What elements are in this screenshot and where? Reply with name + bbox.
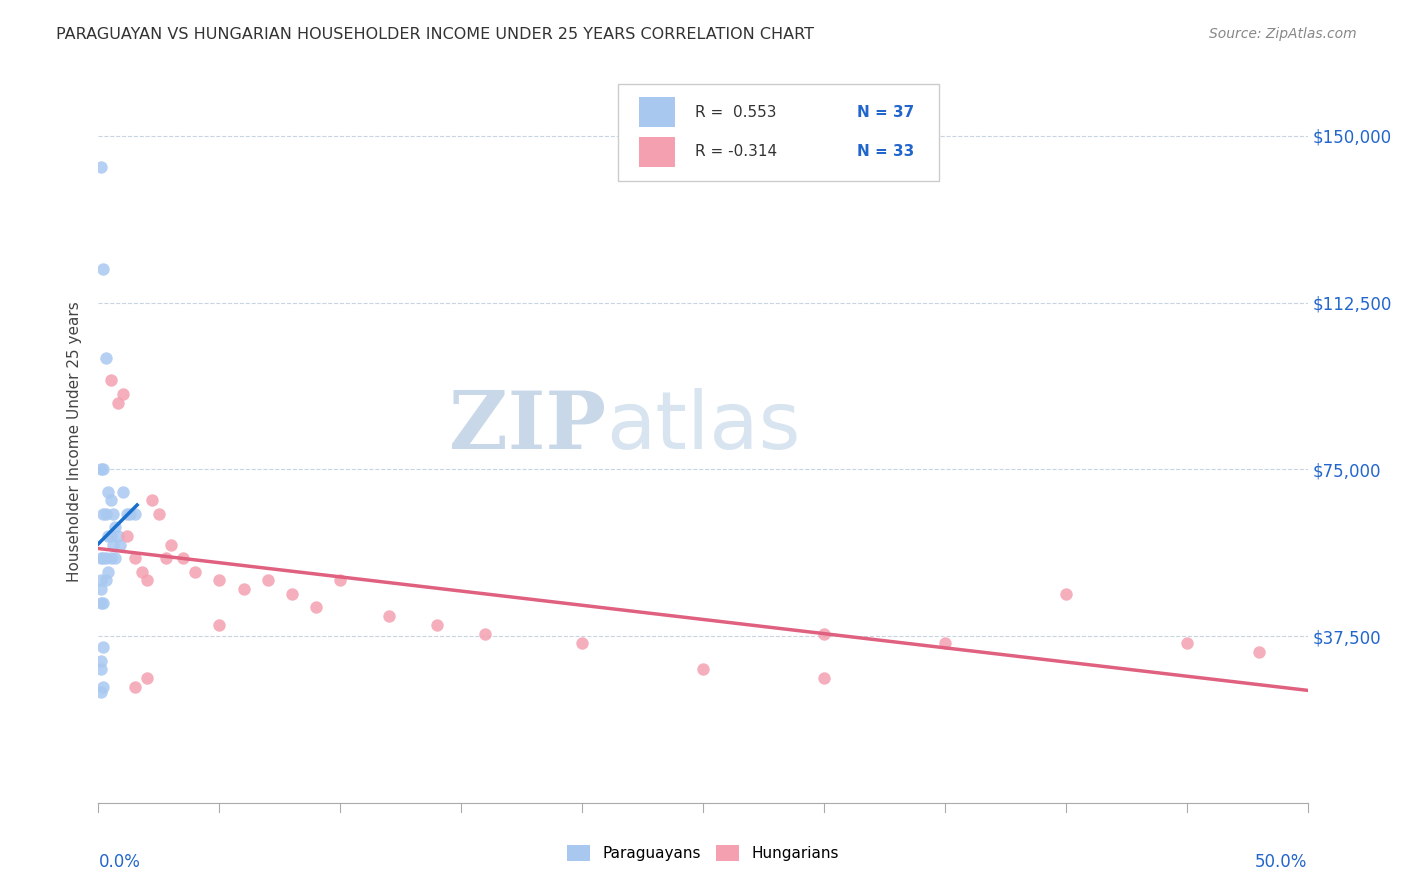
FancyBboxPatch shape: [638, 136, 675, 167]
Point: [281, 587, 304, 601]
Text: PARAGUAYAN VS HUNGARIAN HOUSEHOLDER INCOME UNDER 25 YEARS CORRELATION CHART: PARAGUAYAN VS HUNGARIAN HOUSEHOLDER INCO…: [56, 27, 814, 42]
Point: [155, 551, 177, 566]
Point: [148, 507, 170, 521]
Point: [256, 574, 278, 588]
Point: [97, 529, 120, 543]
Point: [184, 565, 207, 579]
Point: [1175, 636, 1198, 650]
Text: N = 37: N = 37: [856, 104, 914, 120]
Point: [91, 262, 114, 277]
Text: Source: ZipAtlas.com: Source: ZipAtlas.com: [1209, 27, 1357, 41]
Point: [100, 493, 122, 508]
Point: [426, 618, 449, 632]
Text: ZIP: ZIP: [450, 388, 606, 467]
Point: [90, 596, 112, 610]
Point: [124, 507, 146, 521]
Point: [232, 582, 254, 597]
Point: [172, 551, 194, 566]
Point: [160, 538, 183, 552]
Point: [1054, 587, 1077, 601]
Point: [104, 520, 127, 534]
Point: [934, 636, 956, 650]
Text: atlas: atlas: [606, 388, 800, 467]
Point: [97, 484, 120, 499]
Point: [90, 160, 112, 174]
Point: [94, 507, 117, 521]
Point: [305, 600, 328, 615]
Text: N = 33: N = 33: [856, 145, 914, 160]
Point: [90, 653, 112, 667]
Point: [90, 462, 112, 476]
Point: [117, 529, 139, 543]
Point: [90, 574, 112, 588]
Point: [91, 507, 114, 521]
Point: [111, 386, 134, 401]
Point: [94, 574, 117, 588]
Point: [90, 582, 112, 597]
Point: [100, 373, 122, 387]
Point: [107, 395, 129, 409]
Text: R = -0.314: R = -0.314: [695, 145, 776, 160]
Point: [94, 551, 117, 566]
Point: [100, 551, 122, 566]
Point: [1249, 645, 1271, 659]
Legend: Paraguayans, Hungarians: Paraguayans, Hungarians: [561, 839, 845, 867]
FancyBboxPatch shape: [619, 84, 939, 181]
Point: [100, 529, 122, 543]
Point: [208, 618, 231, 632]
Point: [141, 493, 163, 508]
Point: [329, 574, 352, 588]
Point: [124, 680, 146, 694]
Point: [117, 507, 139, 521]
Point: [107, 529, 129, 543]
Point: [131, 565, 153, 579]
Point: [91, 680, 114, 694]
Point: [474, 627, 496, 641]
Point: [377, 609, 399, 624]
Point: [90, 662, 112, 676]
Point: [208, 574, 231, 588]
Point: [111, 484, 134, 499]
Point: [91, 551, 114, 566]
Point: [104, 551, 127, 566]
Point: [90, 684, 112, 698]
Point: [813, 671, 835, 685]
Text: R =  0.553: R = 0.553: [695, 104, 776, 120]
Point: [101, 538, 124, 552]
Point: [118, 507, 141, 521]
Point: [91, 640, 114, 655]
Point: [813, 627, 835, 641]
Point: [108, 538, 131, 552]
Point: [135, 671, 157, 685]
Point: [571, 636, 593, 650]
Text: 0.0%: 0.0%: [98, 854, 141, 871]
Y-axis label: Householder Income Under 25 years: Householder Income Under 25 years: [67, 301, 83, 582]
Point: [97, 565, 120, 579]
Point: [692, 662, 714, 676]
Point: [91, 596, 114, 610]
Point: [135, 574, 157, 588]
Point: [91, 462, 114, 476]
Point: [101, 507, 124, 521]
Point: [90, 551, 112, 566]
Point: [94, 351, 117, 366]
Text: 50.0%: 50.0%: [1256, 854, 1308, 871]
FancyBboxPatch shape: [638, 97, 675, 128]
Point: [124, 551, 146, 566]
